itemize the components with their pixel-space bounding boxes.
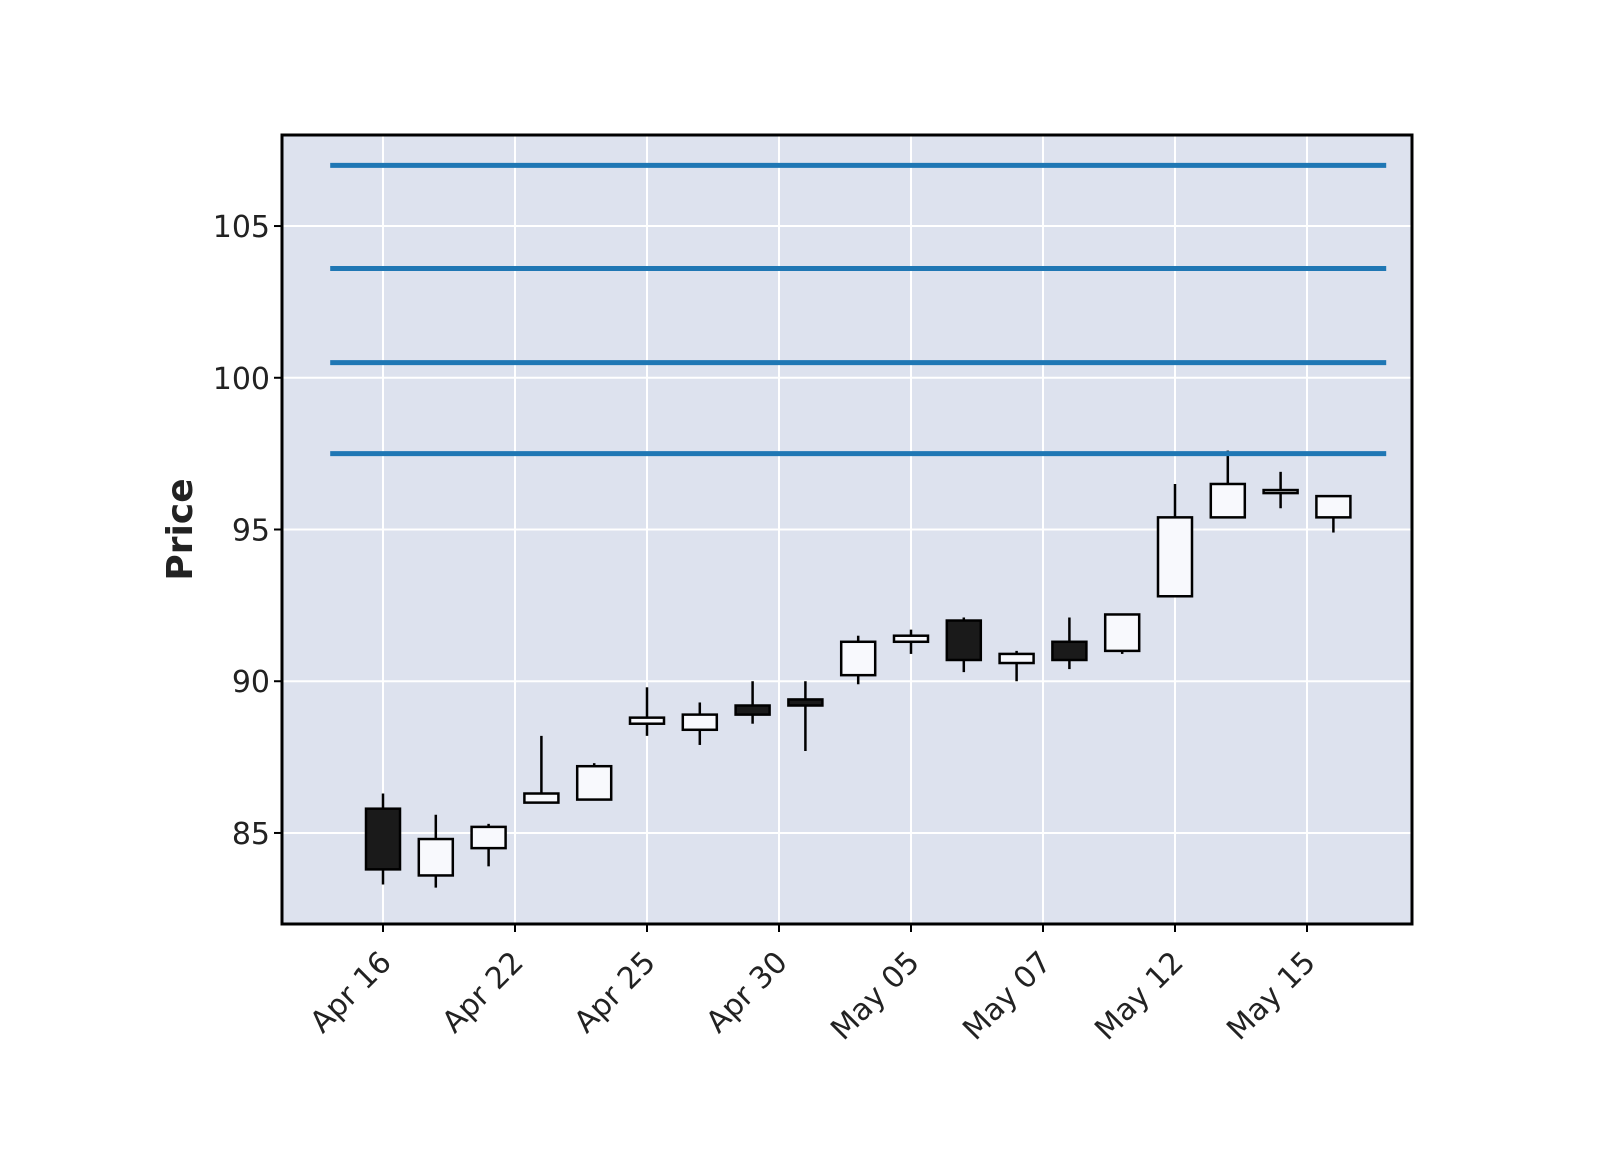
x-tick-label: Apr 22 [435,945,530,1040]
candle-body [628,716,666,725]
y-tick-label: 85 [232,817,270,852]
candle [892,629,930,654]
candle [734,681,771,724]
candle [1103,613,1141,654]
candle [1209,450,1247,519]
candle-body [787,698,824,707]
y-axis-title: Price [160,478,201,580]
candle [787,681,824,752]
candle [575,763,613,801]
candle-body [681,713,719,732]
candle [470,823,507,867]
candle [998,650,1035,682]
candle [417,814,455,888]
candle-body [1156,516,1194,598]
candle-body [1262,488,1299,495]
x-tick-label: May 12 [1088,945,1190,1047]
candle-body [1051,640,1088,662]
x-tick-label: Apr 16 [303,945,398,1040]
y-tick-label: 90 [232,665,270,700]
candle-body [364,807,402,871]
y-tick-label: 105 [213,210,270,245]
candle-body [1103,613,1141,653]
candles [364,450,1352,888]
candle [1262,471,1299,509]
x-tick-label: Apr 25 [567,945,662,1040]
y-tick-label: 95 [232,514,270,549]
y-tick-label: 100 [213,362,270,397]
candle-body [575,764,613,801]
horizontal-lines [330,162,1387,457]
candle [839,635,877,685]
candle-body [1315,494,1352,519]
candle [1156,483,1194,598]
candle-body [417,837,455,877]
candle-body [998,652,1035,665]
x-tick-label: May 07 [956,945,1058,1047]
candle [1051,617,1088,670]
candle [364,793,402,885]
x-axis: Apr 16 Apr 22 Apr 25 Apr 30 May 05 May 07 May … [303,924,1323,1047]
candle [681,702,719,745]
candle [1315,494,1352,533]
x-tick-label: Apr 30 [699,945,794,1040]
candle-body [523,792,560,804]
y-axis: 85 90 95 100 105 [213,210,282,852]
x-tick-label: May 05 [824,945,926,1047]
candle-body [839,640,877,677]
candle-body [734,704,771,716]
x-tick-label: May 15 [1220,945,1322,1047]
candle-body [945,619,983,662]
candle-body [1209,482,1247,519]
candle-body [892,634,930,644]
candle-body [470,825,507,850]
candle [945,617,983,673]
candle [523,735,560,804]
candle [628,687,666,736]
